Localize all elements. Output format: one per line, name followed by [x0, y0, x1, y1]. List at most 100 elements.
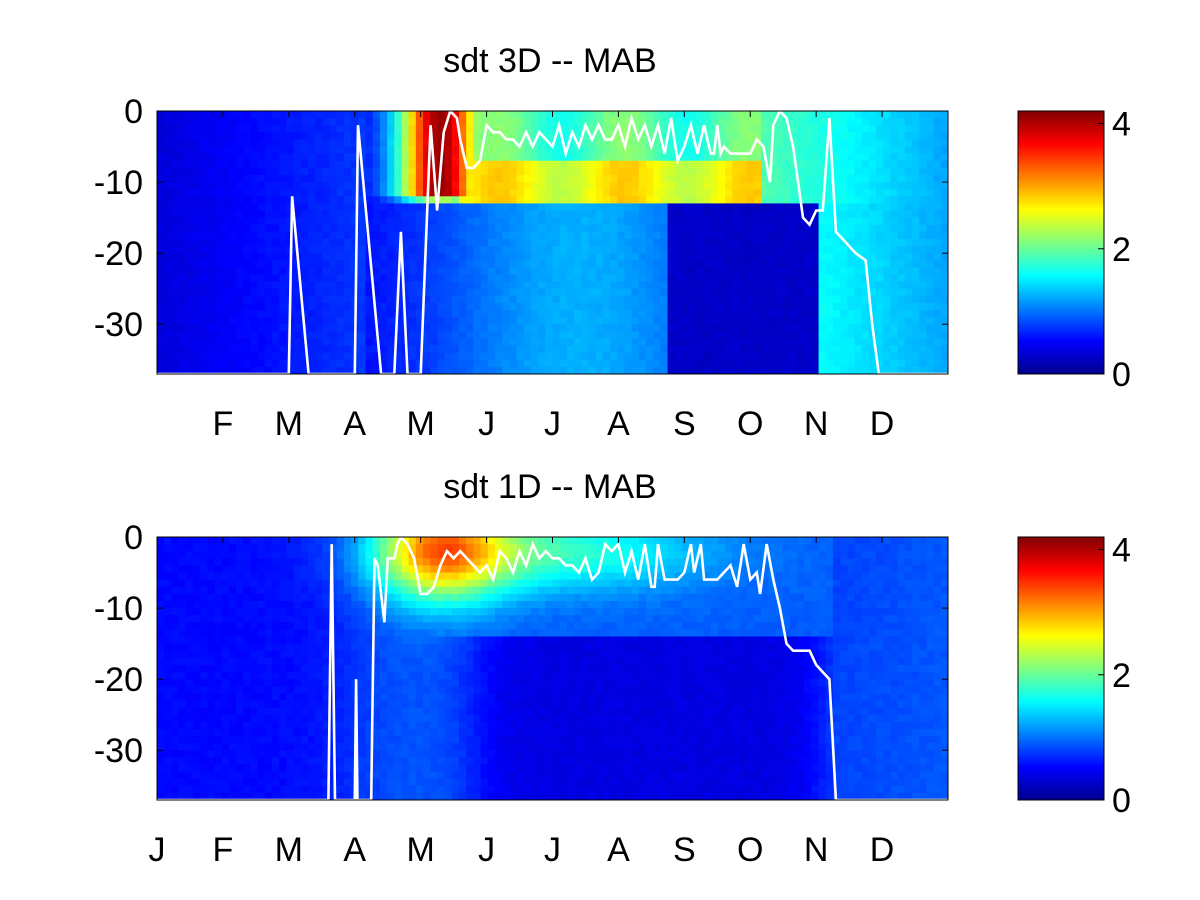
heatmap-cell — [761, 210, 769, 219]
heatmap-cell — [876, 310, 884, 318]
heatmap-cell — [286, 743, 295, 751]
heatmap-cell — [336, 288, 345, 297]
heatmap-cell — [480, 338, 489, 347]
heatmap-cell — [221, 359, 230, 368]
heatmap-cell — [940, 317, 948, 325]
heatmap-cell — [437, 203, 446, 212]
heatmap-cell — [739, 196, 748, 205]
heatmap-cell — [523, 224, 532, 233]
heatmap-cell — [300, 153, 309, 162]
heatmap-cell — [480, 118, 489, 126]
heatmap-cell — [192, 146, 201, 155]
heatmap-cell — [372, 295, 381, 304]
heatmap-cell — [300, 622, 309, 631]
heatmap-cell — [293, 274, 302, 283]
heatmap-cell — [602, 253, 611, 261]
heatmap-cell — [782, 338, 791, 347]
heatmap-cell — [264, 778, 273, 787]
heatmap-cell — [185, 359, 194, 368]
heatmap-cell — [207, 125, 216, 133]
heatmap-cell — [379, 167, 388, 176]
heatmap-cell — [710, 295, 719, 304]
heatmap-cell — [660, 153, 669, 162]
heatmap-cell — [214, 650, 223, 659]
heatmap-cell — [703, 352, 712, 361]
heatmap-cell — [358, 196, 367, 205]
heatmap-cell — [861, 217, 870, 226]
heatmap-cell — [761, 203, 769, 212]
heatmap-cell — [228, 565, 237, 574]
heatmap-cell — [286, 182, 295, 190]
heatmap-cell — [919, 310, 928, 318]
heatmap-cell — [185, 657, 194, 666]
heatmap-cell — [293, 764, 302, 773]
heatmap-cell — [401, 203, 410, 212]
heatmap-cell — [264, 153, 273, 162]
heatmap-cell — [358, 366, 367, 374]
heatmap-cell — [257, 771, 266, 780]
heatmap-cell — [509, 217, 518, 226]
heatmap-cell — [164, 636, 172, 645]
heatmap-cell — [602, 317, 611, 325]
heatmap-cell — [379, 132, 388, 141]
heatmap-cell — [610, 203, 618, 212]
heatmap-cell — [264, 111, 273, 119]
heatmap-cell — [610, 295, 618, 304]
heatmap-cell — [279, 600, 288, 609]
heatmap-cell — [343, 118, 352, 126]
heatmap-cell — [509, 253, 518, 261]
heatmap-cell — [300, 693, 309, 702]
heatmap-cell — [228, 132, 237, 141]
heatmap-cell — [293, 359, 302, 368]
heatmap-cell — [710, 345, 719, 354]
heatmap-cell — [157, 551, 165, 559]
heatmap-cell — [847, 132, 856, 141]
heatmap-cell — [171, 189, 180, 197]
heatmap-cell — [257, 203, 266, 212]
heatmap-cell — [308, 118, 316, 126]
heatmap-cell — [185, 664, 194, 673]
heatmap-cell — [322, 317, 331, 325]
heatmap-cell — [538, 231, 546, 240]
heatmap-cell — [459, 111, 467, 119]
heatmap-cell — [171, 672, 180, 680]
heatmap-cell — [387, 281, 395, 290]
heatmap-cell — [264, 238, 273, 247]
heatmap-cell — [502, 324, 510, 332]
heatmap-cell — [264, 686, 273, 694]
heatmap-cell — [236, 728, 244, 737]
heatmap-cell — [178, 778, 187, 787]
heatmap-cell — [660, 231, 669, 240]
heatmap-cell — [638, 324, 647, 332]
heatmap-cell — [415, 160, 424, 169]
heatmap-cell — [502, 160, 510, 169]
heatmap-cell — [228, 757, 237, 766]
heatmap-cell — [832, 359, 841, 368]
heatmap-cell — [264, 771, 273, 780]
heatmap-cell — [329, 203, 338, 212]
heatmap-cell — [667, 317, 676, 325]
heatmap-cell — [516, 132, 525, 141]
heatmap-cell — [832, 302, 841, 311]
heatmap-cell — [171, 146, 180, 155]
heatmap-cell — [214, 246, 223, 254]
heatmap-cell — [200, 281, 208, 290]
heatmap-cell — [660, 224, 669, 233]
heatmap-cell — [308, 260, 316, 268]
heatmap-cell — [588, 352, 597, 361]
heatmap-cell — [660, 324, 669, 332]
heatmap-cell — [667, 324, 676, 332]
heatmap-cell — [322, 537, 331, 545]
heatmap-cell — [192, 771, 201, 780]
heatmap-cell — [516, 352, 525, 361]
heatmap-cell — [480, 317, 489, 325]
heatmap-cell — [329, 139, 338, 148]
heatmap-cell — [343, 317, 352, 325]
heatmap-cell — [516, 167, 525, 176]
heatmap-cell — [343, 302, 352, 311]
heatmap-cell — [581, 331, 590, 340]
heatmap-cell — [818, 125, 827, 133]
heatmap-cell — [480, 295, 489, 304]
heatmap-cell — [466, 132, 474, 141]
heatmap-cell — [840, 281, 848, 290]
